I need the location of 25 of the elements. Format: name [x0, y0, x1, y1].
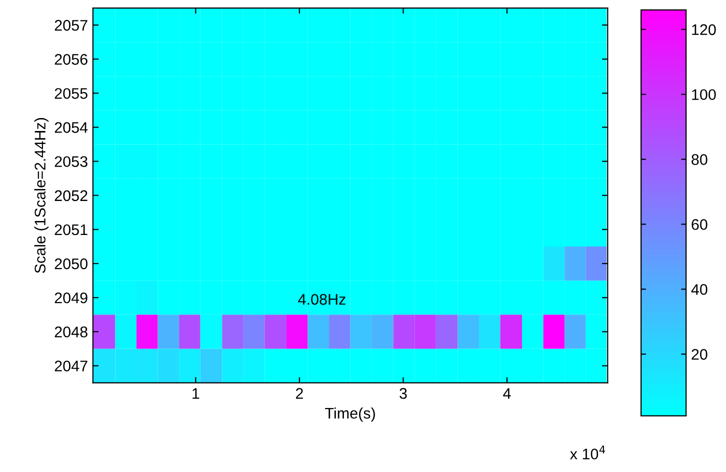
y-tick-label: 2054 — [54, 122, 88, 133]
color-bar-label: 80 — [692, 154, 708, 165]
x-tick-label: 2 — [296, 388, 303, 399]
color-bar-label: 60 — [692, 219, 708, 230]
y-tick-label: 2057 — [54, 20, 88, 31]
x-axis-title: Time(s) — [325, 407, 375, 422]
color-bar-label: 100 — [692, 89, 716, 100]
color-bar-label: 120 — [692, 24, 716, 36]
y-axis-title: Scale (1Scale=2.44Hz) — [34, 118, 49, 274]
annotation: 4.08Hz — [298, 294, 346, 305]
y-tick-label: 2056 — [54, 54, 88, 65]
y-tick-label: 2050 — [54, 258, 88, 270]
y-tick-label: 2055 — [54, 88, 88, 99]
text: x 10$^{4}$ — [570, 446, 606, 460]
y-tick-label: 2047 — [54, 360, 88, 372]
y-tick-label: 2053 — [54, 156, 88, 168]
y-tick-label: 2049 — [54, 292, 88, 304]
x-tick-label: 1 — [192, 388, 200, 399]
color-bar-label: 20 — [692, 349, 708, 360]
x-tick-label: 4 — [503, 388, 511, 399]
y-tick-label: 2048 — [54, 326, 88, 338]
y-tick-label: 2052 — [54, 190, 88, 202]
y-tick-label: 2051 — [54, 224, 88, 236]
x-tick-label: 3 — [400, 388, 407, 399]
color-bar-label: 40 — [691, 284, 708, 295]
